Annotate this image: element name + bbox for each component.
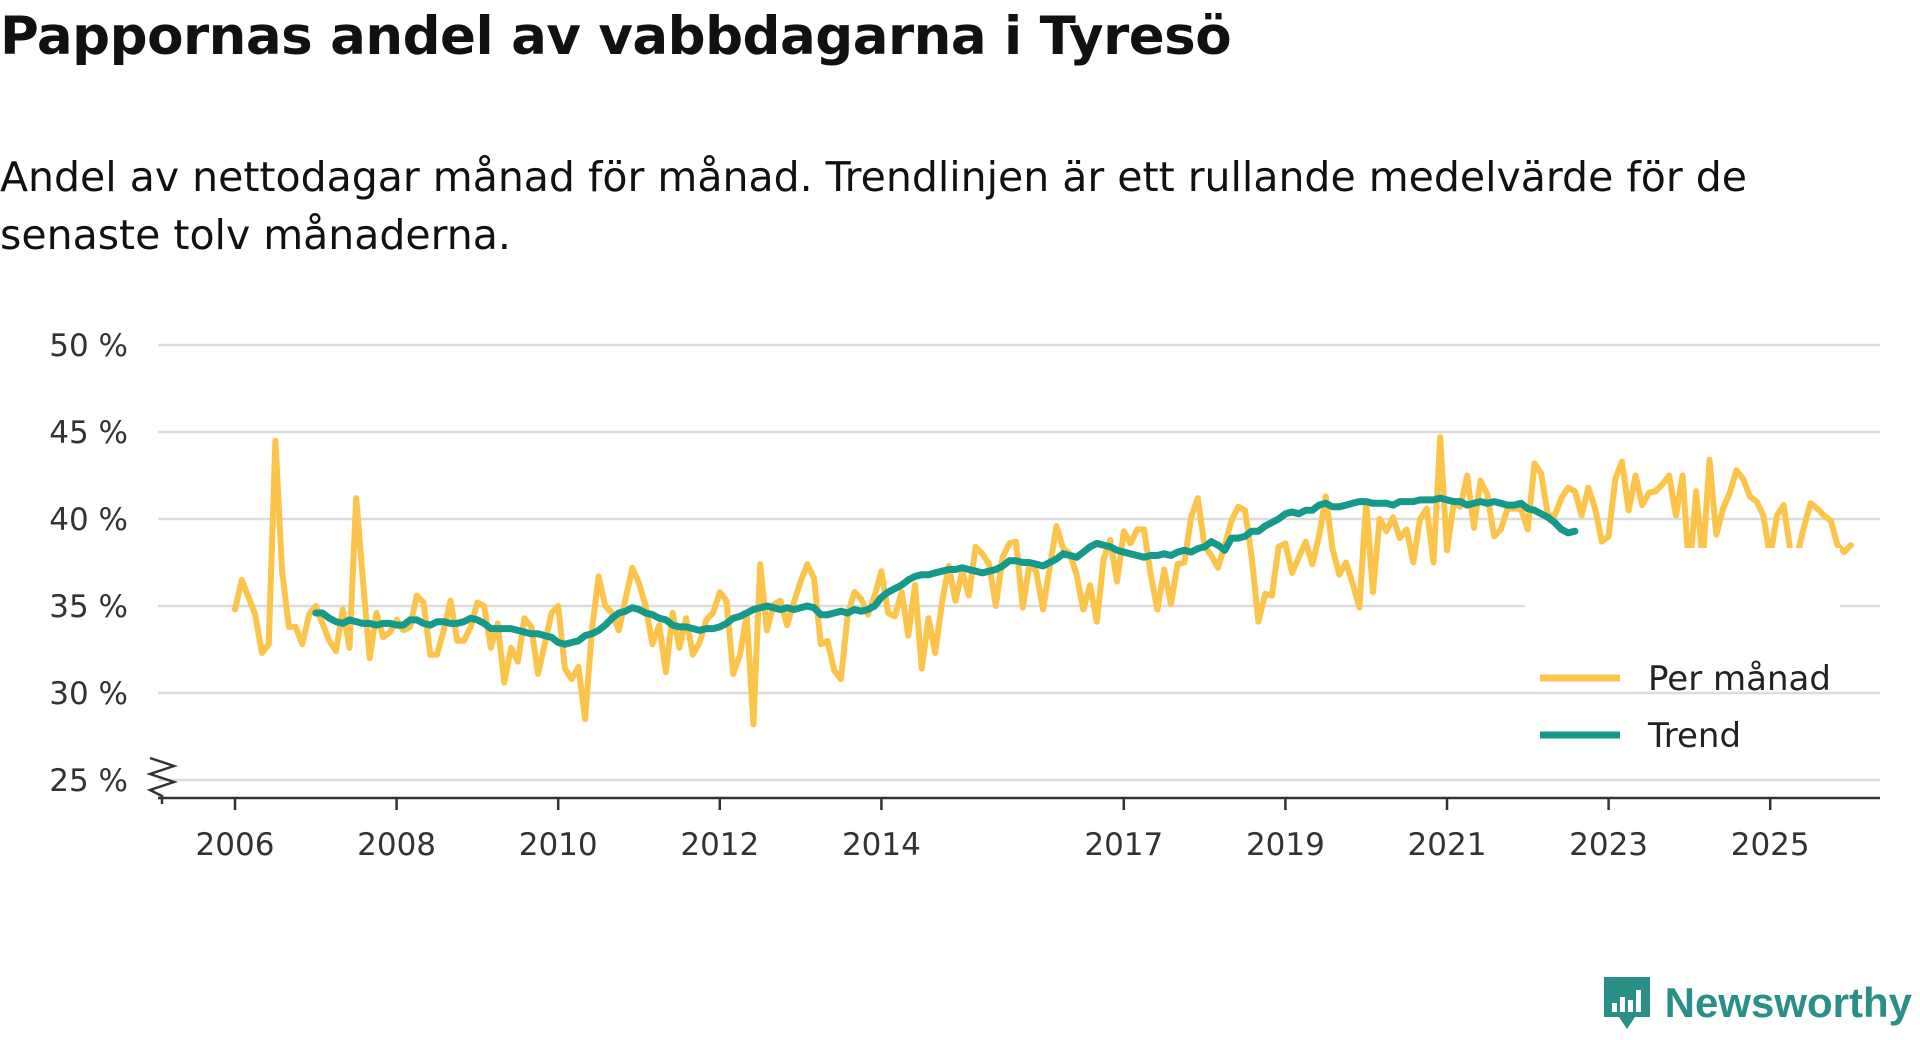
legend-label-trend: Trend xyxy=(1647,716,1741,756)
axis-break-icon xyxy=(146,756,178,804)
legend: Per månad Trend xyxy=(1525,548,1840,756)
line-chart: 25 % 30 % 35 % 40 % 45 % 50 % 2006 2008 2010 201… xyxy=(49,328,1880,860)
chart-subtitle: Andel av nettodagar månad för månad. Tre… xyxy=(0,153,1747,259)
series-line-trend xyxy=(312,494,1579,648)
y-axis: 25 % 30 % 35 % 40 % 45 % 50 % xyxy=(49,328,178,804)
x-axis: 2006 2008 2010 2012 2014 2017 2019 2021 2023 2025 xyxy=(158,796,1880,860)
series-line-per-manad xyxy=(232,434,1854,728)
y-tick-label-25: 25 % xyxy=(49,763,128,799)
x-tick-label-2012: 2012 xyxy=(680,827,759,860)
y-tick-label-30: 30 % xyxy=(49,676,128,712)
gridlines xyxy=(158,343,1880,782)
x-tick-label-2006: 2006 xyxy=(196,827,275,860)
y-tick-label-35: 35 % xyxy=(49,589,128,625)
plot-area xyxy=(232,434,1854,728)
y-tick-label-40: 40 % xyxy=(49,502,128,538)
brand-name: Newsworthy xyxy=(1664,979,1912,1026)
x-tick-label-2021: 2021 xyxy=(1408,827,1487,860)
y-tick-label-50: 50 % xyxy=(49,328,128,364)
x-tick-label-2023: 2023 xyxy=(1569,827,1648,860)
x-tick-label-2008: 2008 xyxy=(357,827,436,860)
x-tick-label-2017: 2017 xyxy=(1084,827,1163,860)
x-tick-label-2010: 2010 xyxy=(519,827,598,860)
x-tick-label-2025: 2025 xyxy=(1731,827,1810,860)
x-tick-label-2019: 2019 xyxy=(1246,827,1325,860)
bar-chart-logo-icon xyxy=(1603,977,1650,1029)
y-tick-label-45: 45 % xyxy=(49,415,128,451)
legend-background xyxy=(1525,548,1840,678)
legend-label-per-manad: Per månad xyxy=(1648,659,1831,699)
chart-title: Pappornas andel av vabbdagarna i Tyresö xyxy=(0,6,1232,67)
x-tick-label-2014: 2014 xyxy=(842,827,921,860)
newsworthy-brand: Newsworthy xyxy=(1601,968,1912,1038)
